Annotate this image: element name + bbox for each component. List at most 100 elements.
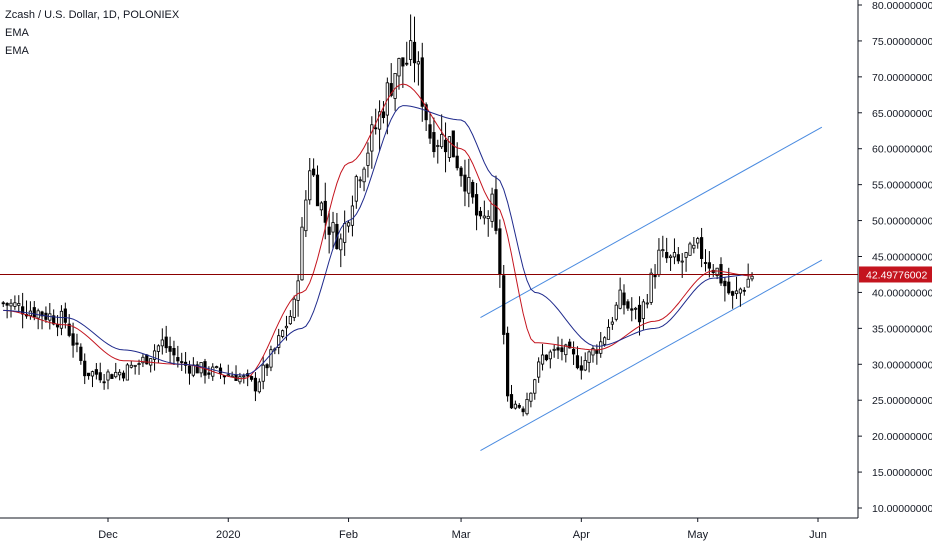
candle-body	[137, 363, 141, 366]
candle-body	[459, 167, 463, 177]
candle-body	[9, 302, 13, 307]
candle-body	[560, 347, 564, 353]
candle-body	[393, 73, 397, 99]
candle-body	[634, 307, 638, 310]
candle-body	[641, 301, 646, 320]
candle-body	[637, 304, 642, 323]
candle-body	[649, 272, 653, 303]
candle-body	[603, 337, 607, 345]
candle-body	[742, 289, 746, 292]
x-tick-label: May	[687, 529, 708, 541]
candle-body	[397, 58, 401, 77]
y-tick-label: 60.00000000	[872, 144, 932, 156]
candle-body	[90, 371, 95, 377]
symbol-title[interactable]: Zcash / U.S. Dollar, 1D, POLONIEX	[5, 9, 180, 21]
candle-body	[696, 238, 700, 244]
candle-body	[164, 336, 168, 349]
candle-body	[478, 210, 483, 217]
candle-body	[350, 205, 355, 226]
candle-body	[727, 281, 731, 294]
candle-body	[552, 348, 556, 351]
candle-body	[734, 290, 739, 295]
candle-body	[575, 355, 580, 369]
candle-body	[665, 252, 669, 259]
candle-body	[71, 333, 75, 346]
axes: 10.00000000 15.00000000 20.00000000 25.0000…	[0, 0, 932, 541]
candle-body	[482, 215, 486, 219]
candle-body	[323, 200, 327, 223]
candle-body	[261, 364, 265, 382]
x-tick-label: Apr	[573, 529, 590, 541]
candle-body	[1, 302, 5, 305]
candle-body	[129, 364, 133, 368]
candle-body	[176, 357, 180, 362]
candle-body	[455, 155, 459, 169]
candle-body	[94, 369, 98, 375]
x-tick-label: Dec	[98, 529, 118, 541]
candle-body	[191, 364, 195, 376]
legend-ema-slow[interactable]: EMA	[5, 45, 29, 57]
candle-body	[242, 375, 246, 378]
candle-body	[688, 243, 692, 256]
candle-body	[467, 177, 471, 194]
candle-body	[389, 83, 393, 96]
candle-body	[280, 330, 285, 337]
candle-body	[249, 376, 254, 380]
candle-body	[21, 306, 25, 315]
candle-body	[300, 226, 304, 281]
ema-lines	[3, 83, 753, 380]
candle-body	[680, 260, 684, 263]
candle-body	[626, 301, 630, 309]
candle-body	[292, 298, 296, 318]
candle-body	[513, 403, 517, 409]
last-price-label: 42.49776002	[866, 269, 927, 281]
candle-body	[548, 351, 552, 360]
candle-body	[195, 364, 199, 374]
candle-body	[506, 332, 510, 397]
candle-body	[269, 349, 273, 368]
candle-body	[207, 372, 211, 375]
candle-body	[354, 176, 358, 202]
x-tick-label: Feb	[339, 529, 358, 541]
legend-ema-fast[interactable]: EMA	[5, 27, 29, 39]
candle-body	[436, 145, 440, 147]
candle-body	[141, 356, 145, 364]
candle-body	[296, 280, 300, 301]
x-tick-label: Jun	[809, 529, 827, 541]
candle-body	[331, 222, 335, 233]
candle-body	[731, 291, 735, 296]
candle-body	[215, 366, 219, 369]
candle-body	[738, 288, 743, 294]
candle-body	[630, 308, 634, 311]
x-tick-label: Mar	[452, 529, 471, 541]
candle-body	[106, 371, 110, 381]
candle-body	[315, 174, 320, 207]
candle-body	[672, 252, 677, 258]
y-tick-label: 55.00000000	[872, 180, 932, 192]
candle-body	[707, 262, 711, 269]
candle-body	[40, 311, 44, 317]
candle-body	[498, 228, 502, 275]
candle-body	[187, 365, 192, 374]
candle-body	[715, 267, 719, 276]
y-tick-label: 45.00000000	[872, 252, 932, 264]
candle-body	[362, 168, 366, 183]
candle-body	[521, 408, 525, 413]
candle-body	[529, 392, 533, 402]
candle-body	[471, 181, 475, 198]
candle-body	[118, 371, 122, 376]
candle-body	[168, 346, 172, 352]
candle-body	[238, 376, 242, 383]
candle-body	[502, 275, 506, 335]
candle-body	[312, 168, 316, 176]
candle-body	[265, 364, 269, 369]
candle-body	[277, 335, 281, 348]
candle-body	[606, 326, 611, 340]
candle-body	[63, 308, 67, 323]
candle-body	[226, 374, 230, 377]
candle-body	[676, 254, 680, 262]
candle-body	[327, 226, 331, 235]
candle-body	[723, 280, 727, 287]
